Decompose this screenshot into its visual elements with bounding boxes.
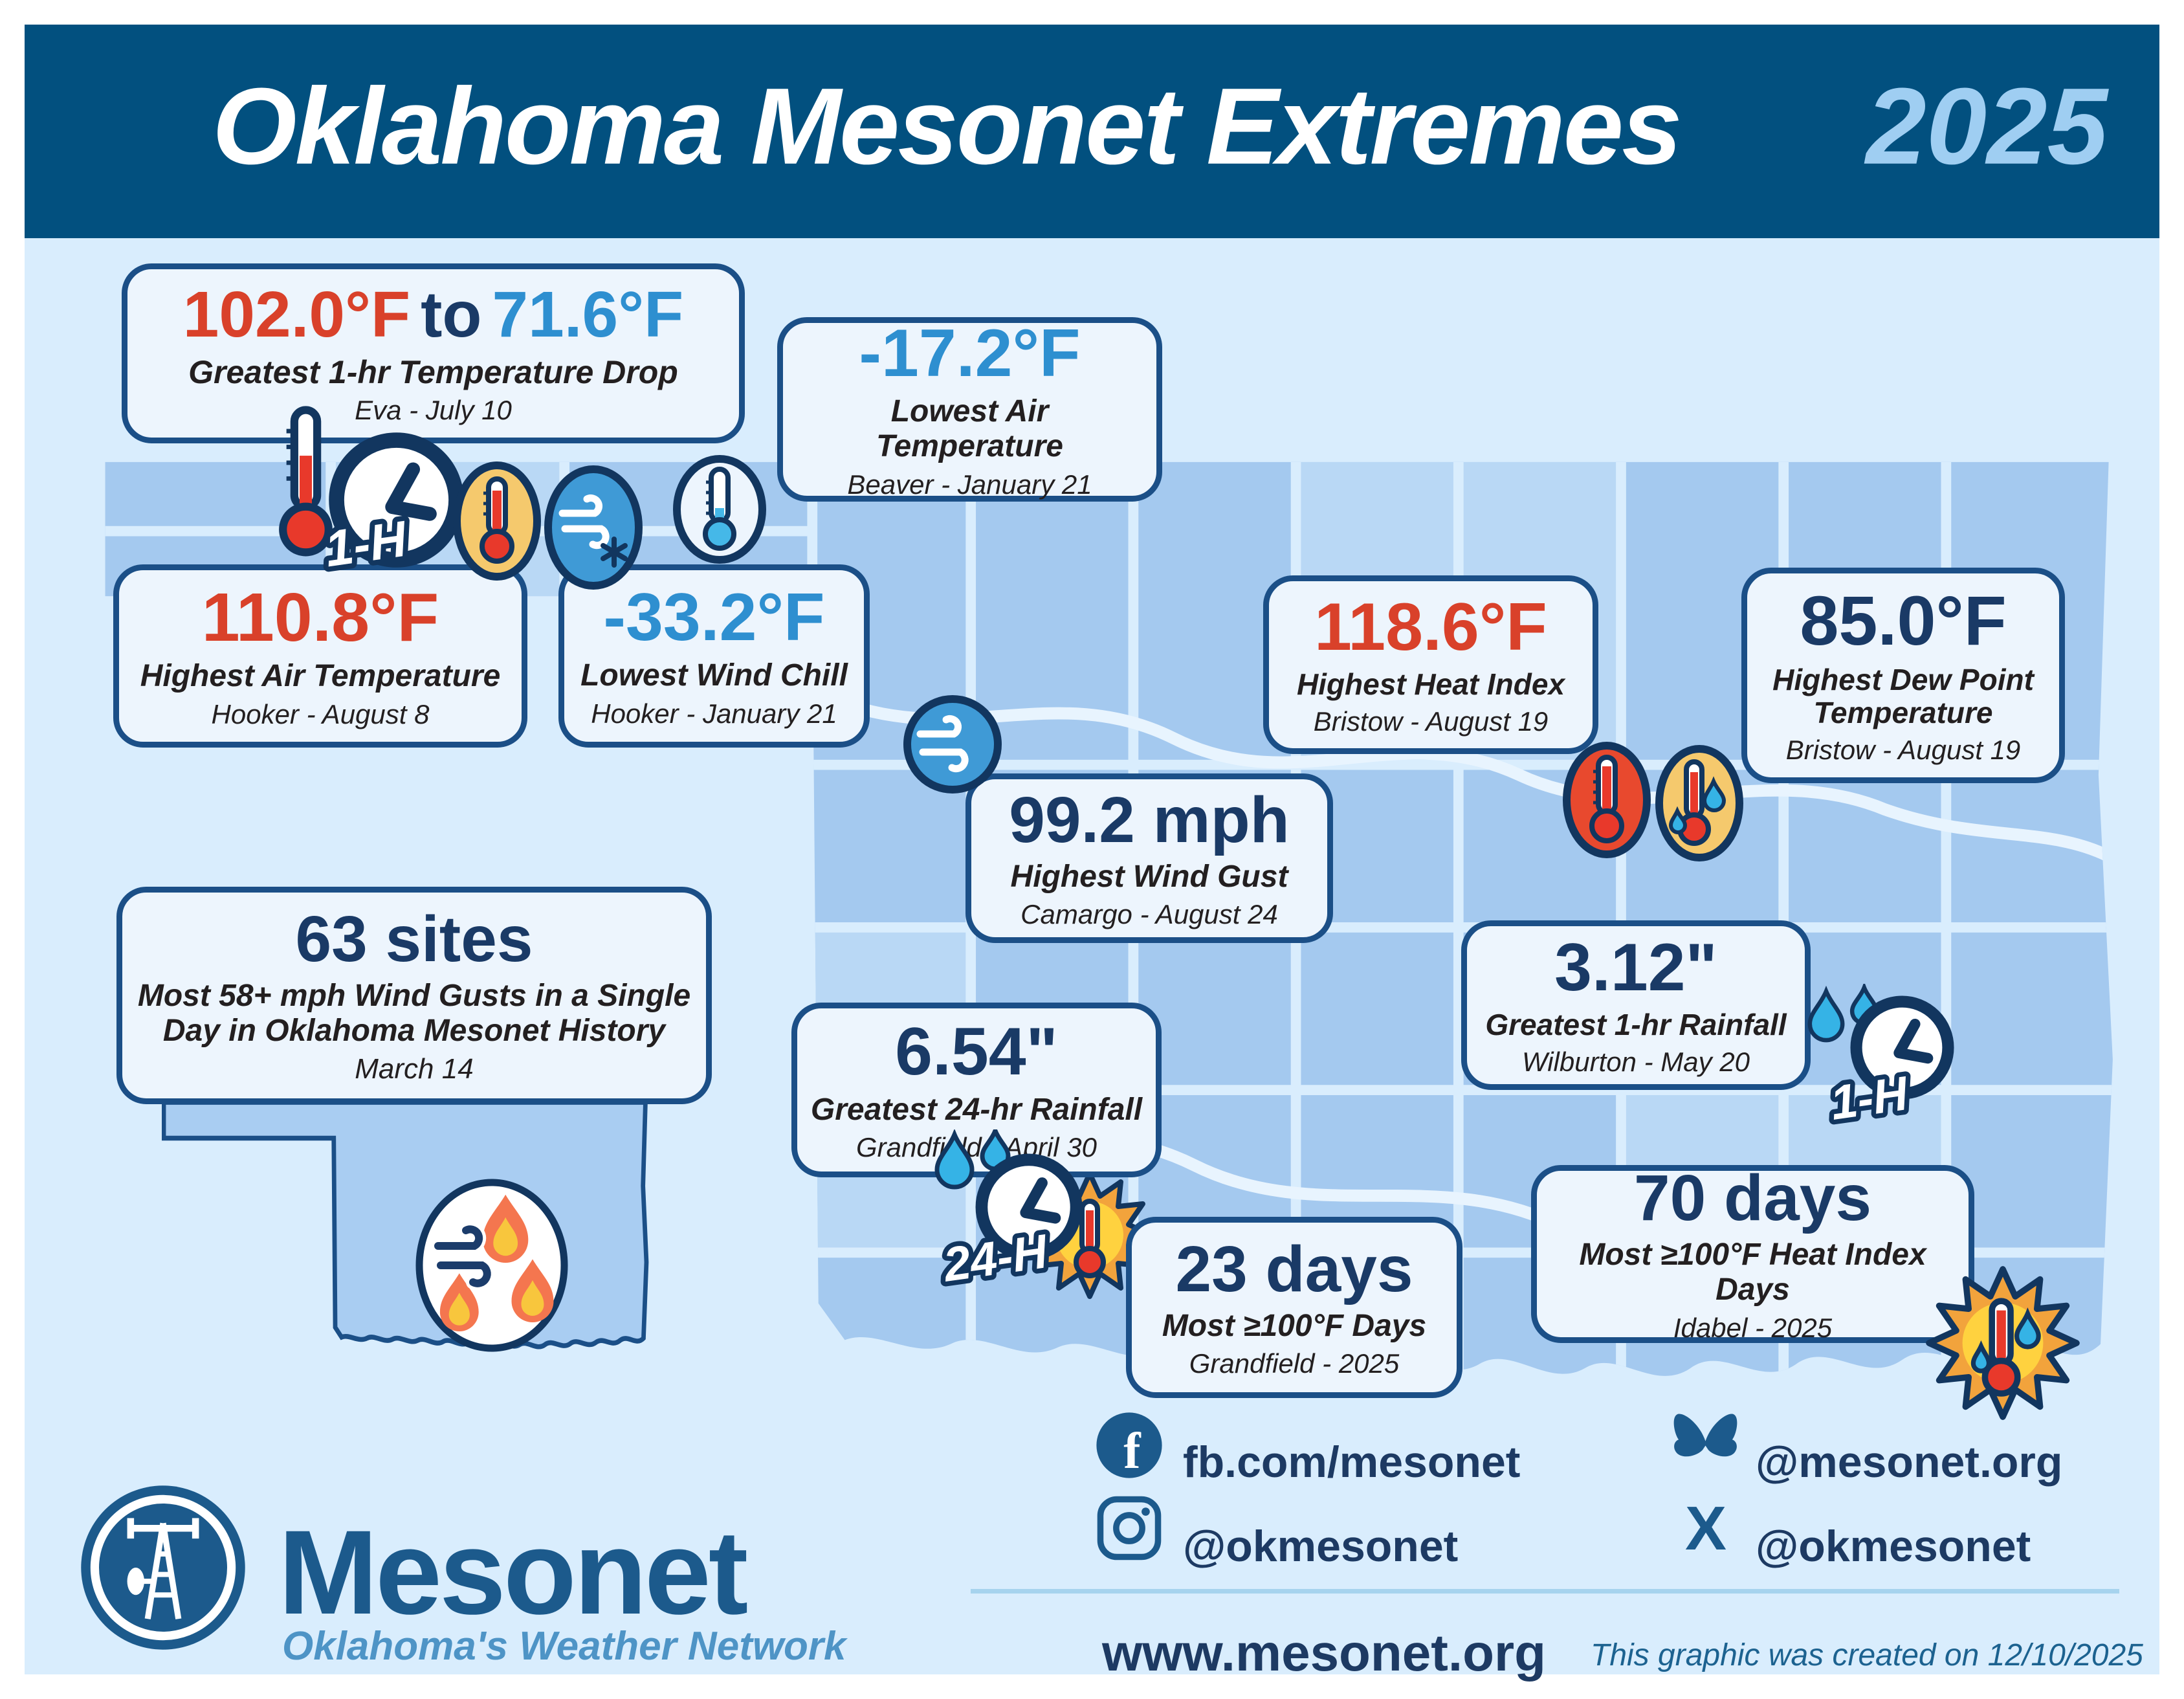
x-handle: @okmesonet (1756, 1522, 2031, 1571)
instagram-handle: @okmesonet (1183, 1522, 1459, 1571)
card-location: Grandfield - April 30 (856, 1132, 1097, 1163)
card-label: Highest Air Temperature (140, 659, 501, 694)
temp-from-value: 102.0°F (182, 278, 411, 351)
card-value: 3.12" (1554, 929, 1717, 1005)
wind-gust-icon (903, 695, 1002, 794)
card-value: -33.2°F (603, 580, 825, 656)
card-value: 118.6°F (1314, 589, 1547, 665)
clock-icon (975, 1153, 1083, 1261)
year-badge: 2025 (1866, 65, 2108, 187)
temp-connector: to (421, 278, 482, 351)
twenty-four-hour-label: 24-H (934, 1219, 1056, 1296)
card-greatest-1hr-rainfall: 3.12" Greatest 1-hr Rainfall Wilburton -… (1461, 920, 1811, 1090)
bluesky-handle: @mesonet.org (1756, 1438, 2063, 1487)
card-value: 70 days (1634, 1162, 1871, 1235)
wind-chill-oval-icon (544, 465, 643, 590)
card-lowest-wind-chill: -33.2°F Lowest Wind Chill Hooker - Janua… (558, 564, 870, 748)
mesonet-logo (81, 1485, 245, 1650)
hot-sun-thermometer-drops-icon (1926, 1266, 2080, 1420)
oklahoma-state-inset-map (162, 1100, 649, 1349)
brand-wordmark: Mesonet (278, 1506, 748, 1639)
svg-text:X: X (1685, 1495, 1726, 1560)
svg-text:1-H: 1-H (1827, 1066, 1912, 1130)
card-label: Highest Heat Index (1296, 667, 1565, 701)
card-label: Greatest 1-hr Temperature Drop (188, 353, 678, 390)
card-label: Greatest 1-hr Rainfall (1485, 1007, 1787, 1041)
card-label: Lowest Air Temperature (876, 394, 1063, 464)
facebook-handle: fb.com/mesonet (1183, 1438, 1521, 1487)
wind-fire-icon (415, 1179, 568, 1352)
flame-icons (439, 1194, 554, 1331)
x-icon: X (1685, 1495, 1726, 1560)
card-location: Idabel - 2025 (1673, 1312, 1833, 1343)
card-most-heat-index-days: 70 days Most ≥100°F Heat Index Days Idab… (1531, 1165, 1974, 1343)
card-value: 102.0°F to 71.6°F (183, 282, 683, 348)
one-hour-label: 1-H (1822, 1061, 1917, 1135)
wind-swirl (431, 1222, 494, 1291)
card-most-100f-days: 23 days Most ≥100°F Days Grandfield - 20… (1126, 1217, 1462, 1398)
card-location: Eva - July 10 (355, 395, 512, 426)
card-label: Most ≥100°F Heat Index Days (1579, 1238, 1926, 1307)
card-label: Most ≥100°F Days (1162, 1308, 1427, 1343)
svg-text:1-H: 1-H (322, 509, 411, 577)
card-value: 6.54" (895, 1014, 1058, 1089)
card-value: 110.8°F (201, 579, 439, 656)
svg-text:f: f (1123, 1423, 1142, 1480)
card-location: Wilburton - May 20 (1521, 1046, 1750, 1077)
card-location: Bristow - August 19 (1785, 735, 2021, 766)
clock-icon (1850, 995, 1954, 1100)
card-location: Hooker - January 21 (591, 698, 837, 729)
created-date-note: This graphic was created on 12/10/2025 (1591, 1638, 2143, 1672)
brand-tagline: Oklahoma's Weather Network (282, 1624, 846, 1669)
page-title: Oklahoma Mesonet Extremes (212, 65, 1682, 187)
card-location: Bristow - August 19 (1313, 705, 1549, 737)
card-label: Most 58+ mph Wind Gusts in a Single Day … (137, 978, 691, 1048)
footer-divider (971, 1589, 2119, 1594)
card-highest-air-temperature: 110.8°F Highest Air Temperature Hooker -… (113, 564, 527, 748)
card-highest-dew-point: 85.0°F Highest Dew Point Temperature Bri… (1741, 568, 2065, 783)
card-value: 85.0°F (1800, 581, 2007, 660)
card-location: Grandfield - 2025 (1189, 1348, 1400, 1379)
website-url: www.mesonet.org (1102, 1624, 1547, 1682)
card-value: 99.2 mph (1009, 783, 1290, 856)
card-most-wind-gust-sites: 63 sites Most 58+ mph Wind Gusts in a Si… (116, 887, 712, 1104)
header-bar: Oklahoma Mesonet Extremes 2025 (25, 25, 2159, 238)
infographic-canvas: Oklahoma Mesonet Extremes 2025 102.0°F to… (25, 25, 2159, 1682)
card-greatest-1hr-temp-drop: 102.0°F to 71.6°F Greatest 1-hr Temperatur… (122, 263, 745, 443)
card-location: Hooker - August 8 (211, 698, 430, 729)
card-highest-wind-gust: 99.2 mph Highest Wind Gust Camargo - Aug… (965, 773, 1333, 943)
bluesky-icon (1673, 1414, 1737, 1457)
thermometer-hot-icon (279, 406, 333, 557)
card-lowest-air-temperature: -17.2°F Lowest Air Temperature Beaver - … (777, 317, 1162, 502)
one-hour-label: 1-H (316, 504, 416, 583)
instagram-icon (1097, 1496, 1162, 1560)
card-highest-heat-index: 118.6°F Highest Heat Index Bristow - Aug… (1263, 575, 1598, 754)
hot-thermometer-oval-icon (453, 461, 541, 581)
dew-point-icon (1655, 745, 1743, 861)
heat-index-thermometer-icon (1563, 742, 1651, 858)
card-label: Highest Dew Point Temperature (1772, 662, 2034, 730)
card-location: March 14 (355, 1053, 474, 1085)
card-label: Lowest Wind Chill (580, 658, 848, 693)
card-label: Highest Wind Gust (1010, 859, 1288, 894)
cold-thermometer-oval-icon (673, 455, 766, 564)
card-location: Camargo - August 24 (1020, 899, 1278, 930)
card-value: 23 days (1175, 1232, 1413, 1305)
clock-icon (329, 432, 464, 568)
card-label: Greatest 24-hr Rainfall (810, 1092, 1143, 1127)
card-location: Beaver - January 21 (847, 469, 1092, 500)
svg-text:24-H: 24-H (939, 1224, 1052, 1292)
facebook-icon: f (1096, 1412, 1162, 1480)
temp-to-value: 71.6°F (492, 278, 684, 351)
card-value: -17.2°F (859, 316, 1081, 392)
card-value: 63 sites (295, 902, 533, 975)
card-greatest-24hr-rainfall: 6.54" Greatest 24-hr Rainfall Grandfield… (791, 1003, 1162, 1177)
rain-drops-icon (934, 1129, 1011, 1190)
